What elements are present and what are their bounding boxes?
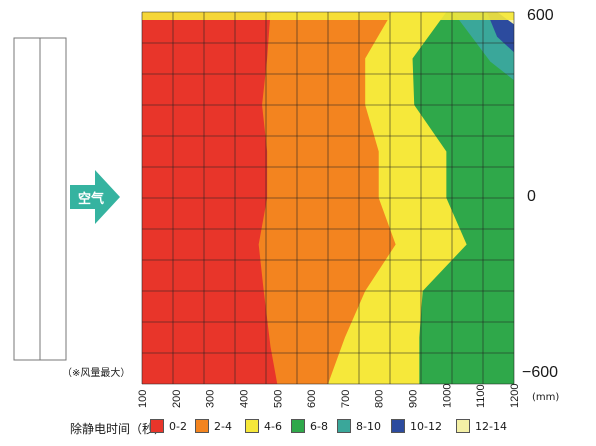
y-tick-middle: 0	[527, 188, 536, 205]
x-tick-label: 200	[171, 390, 183, 408]
y-tick-top: 600	[527, 7, 554, 24]
x-axis-unit: (mm)	[532, 392, 560, 403]
legend-swatch	[150, 419, 164, 433]
x-tick-label: 800	[374, 390, 386, 408]
legend-label: 8-10	[356, 419, 381, 433]
legend-title: 除静电时间（秒）	[70, 422, 167, 436]
legend-swatch	[456, 419, 470, 433]
legend-swatch	[337, 419, 351, 433]
air-label: 空气	[78, 192, 105, 207]
y-tick-bottom: −600	[522, 364, 559, 381]
x-tick-label: 1100	[475, 384, 487, 408]
outlet-panel	[13, 37, 41, 361]
legend-item: 8-10	[337, 419, 381, 433]
x-tick-label: 600	[306, 390, 318, 408]
x-tick-label: 500	[272, 390, 284, 408]
legend-item: 4-6	[245, 419, 282, 433]
x-tick-label: 1200	[509, 384, 521, 408]
legend-swatch	[245, 419, 259, 433]
legend-item: 2-4	[195, 419, 232, 433]
x-tick-label: 900	[408, 390, 420, 408]
outlet-panel-right	[39, 37, 67, 361]
legend-label: 10-12	[410, 419, 442, 433]
max-airflow-note: （※风量最大）	[62, 368, 131, 379]
x-tick-label: 700	[340, 390, 352, 408]
corner-band-10-12	[486, 12, 514, 53]
legend-item: 6-8	[291, 419, 328, 433]
legend-label: 6-8	[310, 419, 328, 433]
legend-swatch	[291, 419, 305, 433]
x-tick-label: 1000	[441, 384, 453, 408]
legend-item: 12-14	[456, 419, 507, 433]
airflow-arrow-icon	[70, 170, 120, 224]
x-tick-label: 400	[238, 390, 250, 408]
legend-label: 2-4	[214, 419, 232, 433]
x-tick-label: 300	[205, 390, 217, 408]
grid-lines	[141, 11, 515, 385]
legend-swatch	[195, 419, 209, 433]
legend-item: 10-12	[391, 419, 442, 433]
x-axis-ticks: 100 200 300 400 500 600 700 800 900 1000 1100 1200	[137, 384, 521, 408]
legend-label: 12-14	[475, 419, 507, 433]
legend-swatch	[391, 419, 405, 433]
legend-label: 0-2	[169, 419, 187, 433]
x-tick-label: 100	[137, 390, 149, 408]
legend-label: 4-6	[264, 419, 282, 433]
legend-item: 0-2	[150, 419, 187, 433]
